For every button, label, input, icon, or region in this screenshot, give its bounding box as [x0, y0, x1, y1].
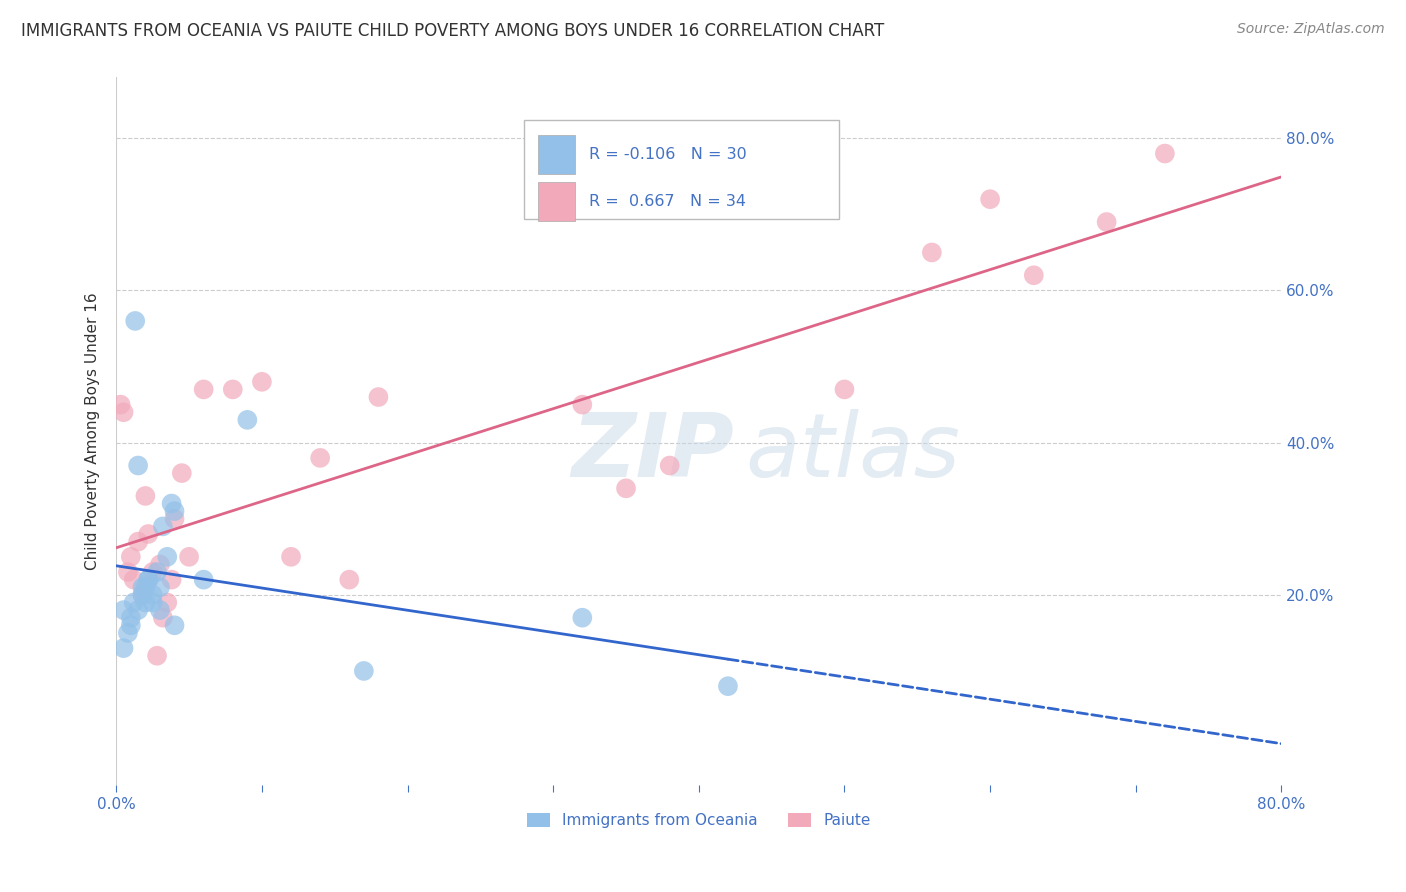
- Point: [136, 573, 159, 587]
- Point: [177, 549, 200, 564]
- Point: [127, 458, 149, 473]
- Point: [149, 580, 172, 594]
- Point: [337, 573, 360, 587]
- Point: [142, 595, 165, 609]
- Point: [112, 641, 135, 656]
- Point: [136, 573, 159, 587]
- Point: [309, 450, 332, 465]
- Point: [131, 588, 153, 602]
- Point: [193, 573, 215, 587]
- Point: [120, 610, 142, 624]
- Point: [1154, 146, 1177, 161]
- Point: [149, 603, 172, 617]
- Point: [163, 512, 186, 526]
- Point: [134, 489, 156, 503]
- Text: R = -0.106   N = 30: R = -0.106 N = 30: [589, 147, 747, 162]
- Legend: Immigrants from Oceania, Paiute: Immigrants from Oceania, Paiute: [520, 806, 877, 834]
- Point: [571, 610, 593, 624]
- Point: [127, 534, 149, 549]
- Point: [834, 383, 856, 397]
- Text: atlas: atlas: [745, 409, 960, 495]
- Point: [134, 580, 156, 594]
- Point: [112, 603, 135, 617]
- Point: [160, 497, 183, 511]
- Point: [921, 245, 943, 260]
- Text: ZIP: ZIP: [571, 409, 734, 496]
- Point: [979, 192, 1001, 206]
- Point: [136, 527, 159, 541]
- Point: [717, 679, 740, 693]
- Point: [120, 549, 142, 564]
- Point: [222, 383, 245, 397]
- Text: IMMIGRANTS FROM OCEANIA VS PAIUTE CHILD POVERTY AMONG BOYS UNDER 16 CORRELATION : IMMIGRANTS FROM OCEANIA VS PAIUTE CHILD …: [21, 22, 884, 40]
- Point: [124, 314, 146, 328]
- Point: [142, 565, 165, 579]
- Point: [131, 588, 153, 602]
- Point: [117, 565, 139, 579]
- Point: [112, 405, 135, 419]
- Point: [110, 398, 132, 412]
- Point: [353, 664, 375, 678]
- Point: [163, 504, 186, 518]
- Point: [163, 618, 186, 632]
- Point: [614, 481, 637, 495]
- Text: Source: ZipAtlas.com: Source: ZipAtlas.com: [1237, 22, 1385, 37]
- Point: [120, 618, 142, 632]
- Point: [149, 558, 172, 572]
- Point: [131, 580, 153, 594]
- Point: [571, 398, 593, 412]
- FancyBboxPatch shape: [538, 135, 575, 174]
- Point: [127, 603, 149, 617]
- Point: [156, 549, 179, 564]
- FancyBboxPatch shape: [538, 182, 575, 220]
- Point: [1022, 268, 1045, 283]
- Point: [152, 610, 174, 624]
- Point: [250, 375, 273, 389]
- Point: [1095, 215, 1118, 229]
- Point: [122, 595, 145, 609]
- Point: [156, 595, 179, 609]
- Point: [280, 549, 302, 564]
- Text: R =  0.667   N = 34: R = 0.667 N = 34: [589, 194, 747, 209]
- Point: [152, 519, 174, 533]
- FancyBboxPatch shape: [524, 120, 838, 219]
- Point: [658, 458, 681, 473]
- Point: [117, 626, 139, 640]
- Point: [367, 390, 389, 404]
- Point: [160, 573, 183, 587]
- Point: [134, 595, 156, 609]
- Point: [122, 573, 145, 587]
- Point: [193, 383, 215, 397]
- Point: [146, 648, 169, 663]
- Point: [142, 588, 165, 602]
- Y-axis label: Child Poverty Among Boys Under 16: Child Poverty Among Boys Under 16: [86, 293, 100, 570]
- Point: [236, 413, 259, 427]
- Point: [170, 466, 193, 480]
- Point: [146, 565, 169, 579]
